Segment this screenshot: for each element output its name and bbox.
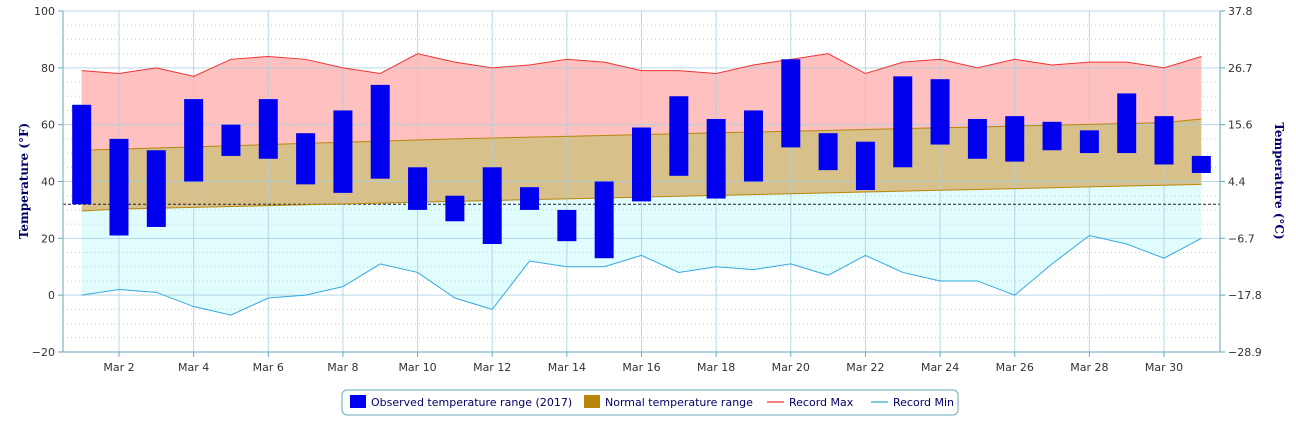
record-min-line (81, 234, 1202, 316)
y-right-tick-label: −6.7 (1228, 232, 1255, 245)
observed-bar-mar-27[interactable] (1042, 121, 1062, 151)
observed-bar-mar-4[interactable] (184, 99, 204, 182)
y-right-tick-label: 26.7 (1228, 62, 1253, 75)
observed-bar-mar-23[interactable] (893, 76, 913, 168)
legend: Observed temperature range (2017) Normal… (341, 389, 959, 416)
observed-bar-mar-18[interactable] (706, 118, 726, 199)
observed-bar-mar-15[interactable] (594, 181, 614, 259)
x-tick-label: Mar 26 (996, 361, 1034, 374)
y-left-tick-label: 20 (41, 232, 55, 245)
observed-bar-mar-21[interactable] (818, 133, 838, 171)
legend-label-record-min: Record Min (893, 396, 954, 409)
x-tick-label: Mar 2 (103, 361, 134, 374)
y-right-tick-label: 15.6 (1228, 119, 1253, 132)
observed-bar-mar-26[interactable] (1005, 116, 1025, 162)
y-axis-right-title: Temperature (°C) (1272, 122, 1286, 239)
y-right-tick-label: −17.8 (1228, 289, 1262, 302)
observed-bar-mar-25[interactable] (967, 118, 987, 159)
legend-label-normal: Normal temperature range (605, 396, 753, 409)
y-left-tick-label: 80 (41, 62, 55, 75)
record-max-line (81, 53, 1202, 77)
x-tick-label: Mar 4 (178, 361, 209, 374)
x-tick-label: Mar 28 (1070, 361, 1108, 374)
x-tick-label: Mar 12 (473, 361, 511, 374)
observed-bars (72, 59, 1211, 259)
x-tick-label: Mar 30 (1145, 361, 1183, 374)
legend-swatch-normal (584, 395, 600, 408)
legend-item-record-min[interactable]: Record Min (871, 396, 954, 409)
observed-bar-mar-31[interactable] (1191, 155, 1211, 173)
observed-bar-mar-28[interactable] (1079, 130, 1099, 154)
x-tick-label: Mar 20 (772, 361, 810, 374)
y-left-tick-label: 40 (41, 176, 55, 189)
y-axis-left-title: Temperature (°F) (17, 123, 31, 239)
y-left-tick-label: 60 (41, 119, 55, 132)
x-tick-label: Mar 10 (398, 361, 436, 374)
observed-bar-mar-8[interactable] (333, 110, 353, 193)
observed-bar-mar-16[interactable] (632, 127, 651, 202)
x-tick-label: Mar 18 (697, 361, 735, 374)
y-left-tick-label: 100 (34, 5, 55, 18)
x-tick-label: Mar 22 (846, 361, 884, 374)
y-left-tick-label: −20 (32, 346, 55, 359)
observed-bar-mar-7[interactable] (296, 133, 316, 185)
x-tick-label: Mar 16 (622, 361, 660, 374)
axes: −20 0 20 40 60 80 100 −28.9 −17.8 −6.7 4.4 15.6 26.7… (32, 5, 1262, 374)
observed-bar-mar-29[interactable] (1117, 93, 1137, 154)
observed-bar-mar-9[interactable] (370, 84, 390, 179)
observed-bar-mar-2[interactable] (109, 138, 129, 236)
observed-bar-mar-3[interactable] (146, 150, 166, 227)
legend-label-record-max: Record Max (789, 396, 854, 409)
observed-bar-mar-20[interactable] (781, 59, 801, 148)
x-tick-label: Mar 8 (327, 361, 358, 374)
x-tick-label: Mar 14 (548, 361, 586, 374)
x-tick-label: Mar 6 (253, 361, 284, 374)
observed-bar-mar-24[interactable] (930, 79, 950, 145)
observed-bar-mar-30[interactable] (1154, 116, 1174, 165)
legend-item-observed[interactable]: Observed temperature range (2017) (350, 395, 572, 409)
observed-bar-mar-5[interactable] (221, 124, 241, 156)
observed-bar-mar-22[interactable] (855, 141, 875, 191)
observed-bar-mar-14[interactable] (557, 209, 577, 242)
legend-box (341, 389, 959, 416)
observed-bar-mar-19[interactable] (743, 110, 763, 182)
observed-bar-mar-6[interactable] (258, 99, 278, 159)
observed-bar-mar-17[interactable] (669, 96, 689, 176)
observed-bar-mar-10[interactable] (408, 167, 428, 210)
legend-item-record-max[interactable]: Record Max (767, 396, 854, 409)
y-right-tick-label: 37.8 (1228, 5, 1253, 18)
x-tick-label: Mar 24 (921, 361, 959, 374)
observed-bar-mar-13[interactable] (520, 187, 540, 210)
legend-swatch-observed (350, 395, 366, 408)
observed-bar-mar-12[interactable] (482, 167, 502, 245)
observed-bar-mar-11[interactable] (445, 195, 465, 222)
legend-label-observed: Observed temperature range (2017) (371, 396, 572, 409)
observed-bar-mar-1[interactable] (72, 104, 92, 205)
y-right-tick-label: −28.9 (1228, 346, 1262, 359)
legend-item-normal[interactable]: Normal temperature range (584, 395, 753, 409)
y-right-tick-label: 4.4 (1228, 176, 1246, 189)
y-left-tick-label: 0 (48, 289, 55, 302)
